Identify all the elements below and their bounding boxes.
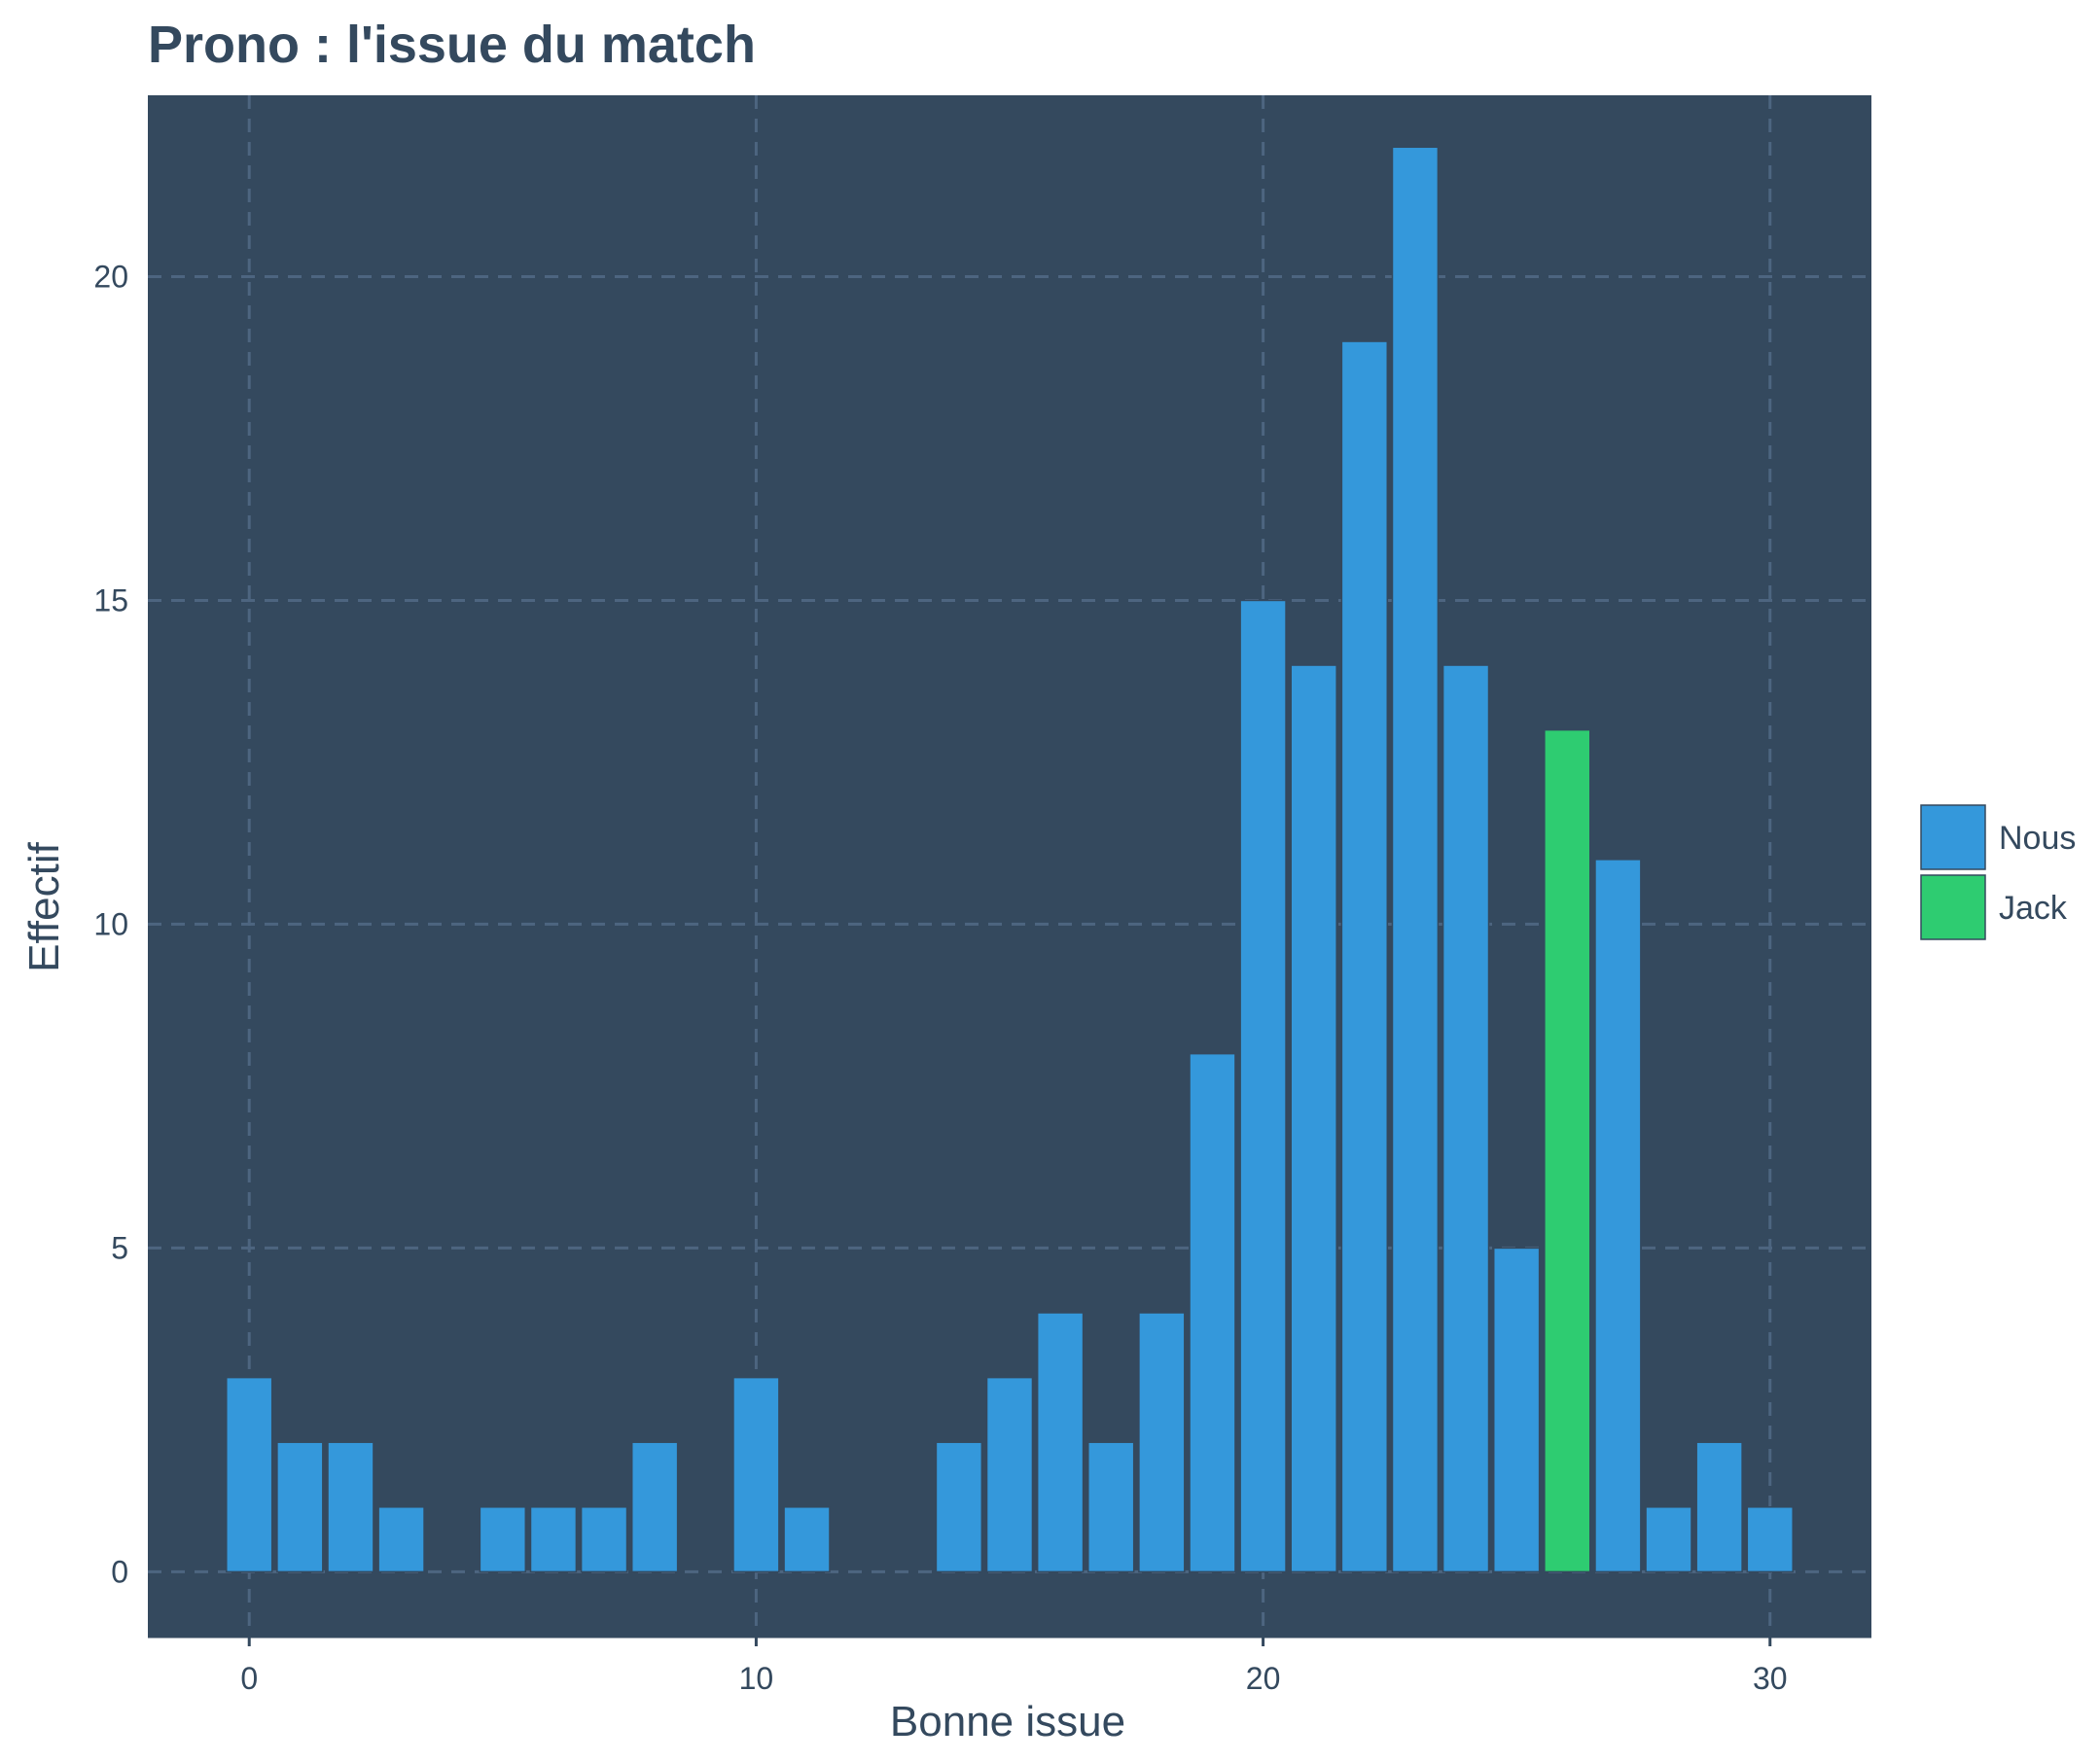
bar-nous-2 xyxy=(327,1441,374,1573)
x-tick-label: 20 xyxy=(1246,1661,1281,1696)
bar-nous-10 xyxy=(732,1376,780,1573)
legend-label-nous: Nous xyxy=(1999,820,2076,857)
legend-label-jack: Jack xyxy=(1999,890,2068,927)
bar-nous-28 xyxy=(1645,1506,1692,1573)
bar-nous-29 xyxy=(1695,1441,1743,1573)
legend-swatch-jack xyxy=(1920,874,1986,940)
bar-nous-11 xyxy=(783,1506,831,1573)
bar-nous-0 xyxy=(226,1376,273,1573)
bar-nous-25 xyxy=(1492,1247,1541,1573)
bar-nous-15 xyxy=(985,1376,1034,1573)
y-tick-label: 10 xyxy=(93,906,128,941)
x-tick-label: 10 xyxy=(739,1661,774,1696)
x-axis-label: Bonne issue xyxy=(890,1698,1125,1745)
y-tick-label: 15 xyxy=(93,582,128,617)
bar-nous-5 xyxy=(479,1506,527,1573)
legend: Nous Jack xyxy=(1920,804,2076,940)
y-tick-label: 20 xyxy=(93,259,128,294)
bar-nous-3 xyxy=(377,1506,425,1573)
y-tick-label: 5 xyxy=(111,1230,128,1265)
x-tick-label: 30 xyxy=(1753,1661,1788,1696)
bar-nous-16 xyxy=(1036,1312,1085,1573)
bar-nous-8 xyxy=(630,1441,679,1573)
bar-jack-26 xyxy=(1544,728,1591,1573)
bars xyxy=(226,146,1794,1573)
bar-nous-27 xyxy=(1594,859,1642,1573)
bar-nous-6 xyxy=(529,1506,578,1573)
legend-swatch-nous xyxy=(1920,804,1986,870)
bar-nous-18 xyxy=(1138,1312,1186,1573)
x-tick-label: 0 xyxy=(240,1661,258,1696)
bar-nous-24 xyxy=(1442,664,1490,1573)
bar-nous-17 xyxy=(1087,1441,1135,1573)
bar-nous-7 xyxy=(580,1506,628,1573)
y-tick-label: 0 xyxy=(111,1554,128,1589)
bar-nous-21 xyxy=(1290,664,1337,1573)
bar-nous-19 xyxy=(1189,1052,1236,1573)
chart-title: Prono : l'issue du match xyxy=(148,16,756,74)
bar-nous-1 xyxy=(276,1441,324,1573)
y-axis-label: Effectif xyxy=(20,841,68,971)
bar-nous-30 xyxy=(1746,1506,1794,1573)
y-axis-ticks: 0 5 10 15 20 xyxy=(93,259,128,1589)
bar-nous-14 xyxy=(935,1441,983,1573)
bar-nous-23 xyxy=(1391,146,1440,1573)
bar-nous-20 xyxy=(1239,599,1287,1573)
x-axis-ticks: 0 10 20 30 xyxy=(240,1637,1788,1696)
bar-nous-22 xyxy=(1340,340,1389,1573)
